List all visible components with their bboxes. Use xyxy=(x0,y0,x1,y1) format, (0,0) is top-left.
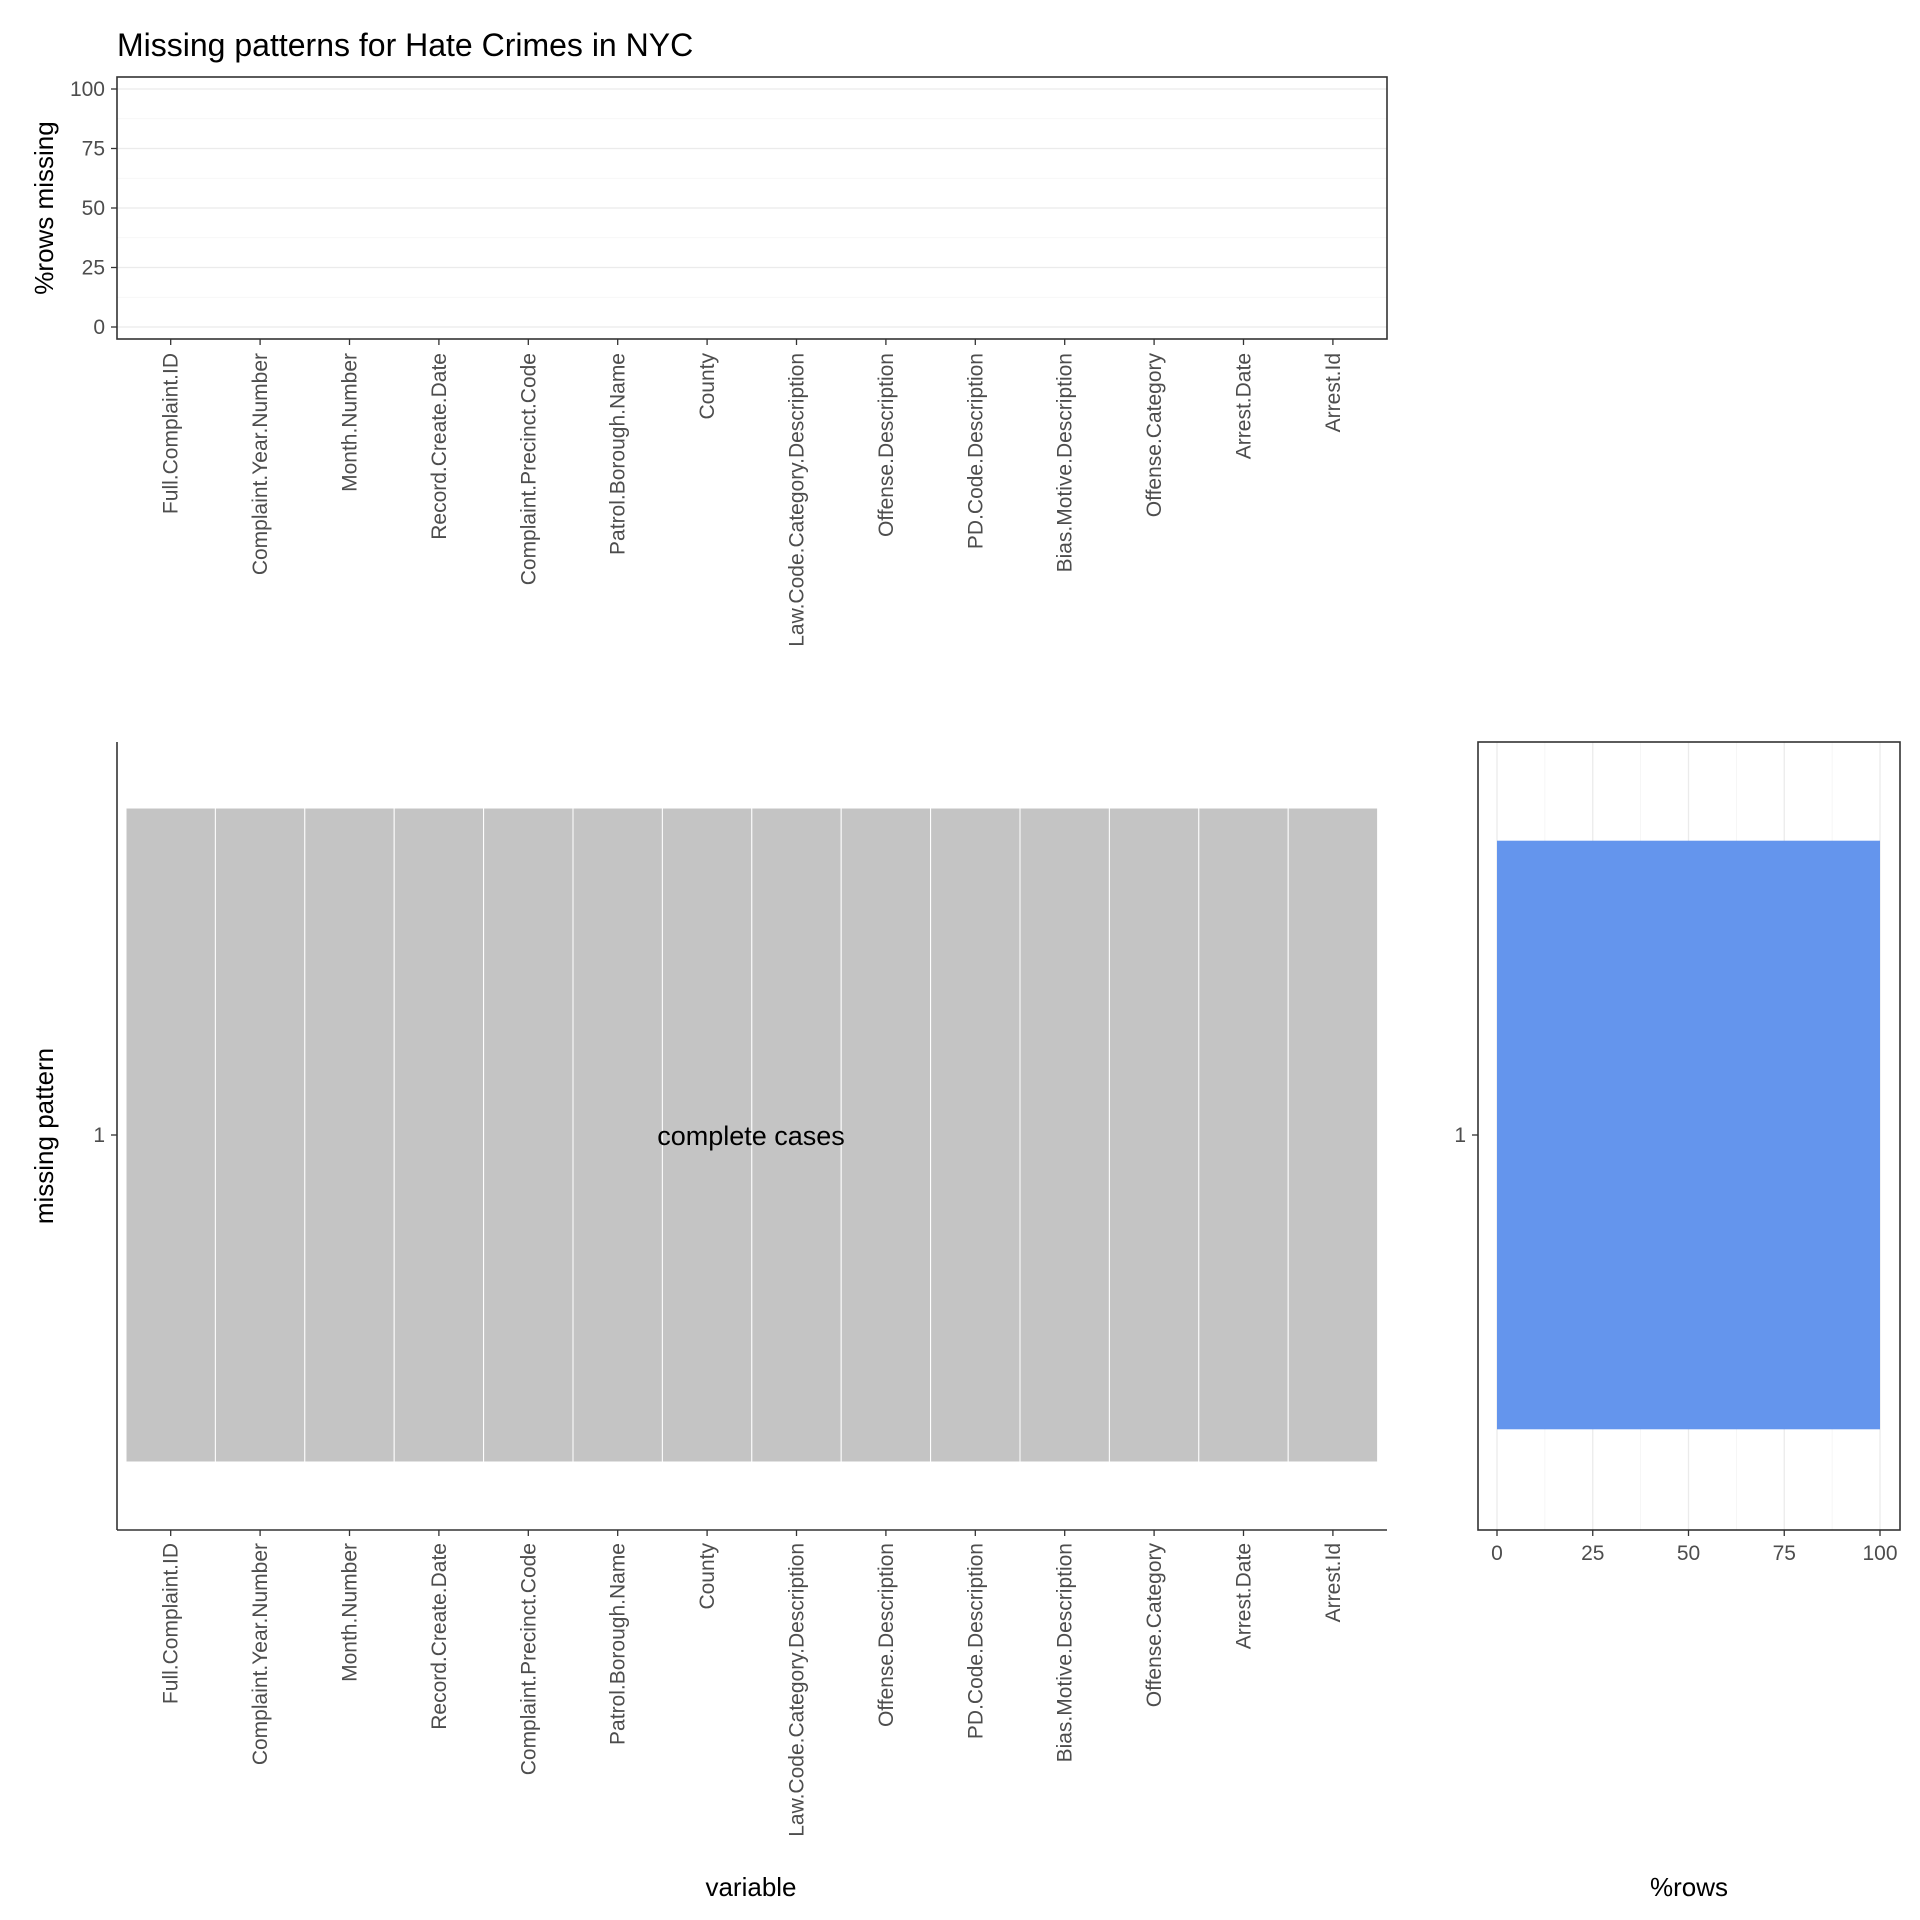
top-x-tick-label: Arrest.Id xyxy=(1322,353,1345,432)
main-x-tick-label: Patrol.Borough.Name xyxy=(607,1543,630,1745)
top-y-tick-label: 0 xyxy=(93,316,105,339)
right-x-tick-label: 0 xyxy=(1491,1542,1503,1565)
main-x-tick-label: Offense.Description xyxy=(875,1543,898,1727)
main-y-axis-title: missing pattern xyxy=(29,1048,59,1224)
top-y-ticks: 0 25 50 75 100 xyxy=(70,78,117,339)
top-y-tick-label: 75 xyxy=(82,138,105,161)
pattern-tile xyxy=(1019,807,1110,1463)
right-x-tick-label: 75 xyxy=(1773,1542,1796,1565)
chart-title: Missing patterns for Hate Crimes in NYC xyxy=(117,27,693,63)
main-x-tick-label: Full.Complaint.ID xyxy=(160,1543,183,1704)
top-y-axis-title: %rows missing xyxy=(29,121,59,294)
pattern-tile xyxy=(393,807,485,1463)
top-x-tick-label: Full.Complaint.ID xyxy=(160,353,183,514)
pattern-tile xyxy=(661,807,753,1463)
right-y-tick-label: 1 xyxy=(1454,1124,1466,1147)
top-x-tick-label: Arrest.Date xyxy=(1233,353,1256,459)
main-x-tick-label: Arrest.Id xyxy=(1322,1543,1345,1622)
pattern-tile xyxy=(751,807,842,1463)
pattern-tile xyxy=(483,807,574,1463)
top-gridlines xyxy=(117,88,1387,328)
main-x-tick-label: Complaint.Year.Number xyxy=(249,1543,272,1765)
main-y-tick-label: 1 xyxy=(93,1124,105,1147)
right-x-tick-label: 25 xyxy=(1581,1542,1604,1565)
top-x-tick-label: Complaint.Precinct.Code xyxy=(517,353,540,585)
pattern-tile xyxy=(930,807,1021,1463)
main-x-axis-title: variable xyxy=(705,1872,796,1902)
main-x-tick-label: Complaint.Precinct.Code xyxy=(517,1543,540,1775)
main-x-ticks: Full.Complaint.ID Complaint.Year.Number Mo… xyxy=(160,1530,1345,1837)
pattern-tile xyxy=(214,807,306,1463)
top-x-tick-label: Patrol.Borough.Name xyxy=(607,353,630,555)
right-x-axis-title: %rows xyxy=(1650,1872,1728,1902)
pattern-tile xyxy=(572,807,663,1463)
top-x-tick-label: County xyxy=(696,353,719,420)
main-x-tick-label: Offense.Category xyxy=(1143,1543,1166,1708)
right-x-tick-label: 100 xyxy=(1862,1542,1897,1565)
top-x-ticks: Full.Complaint.ID Complaint.Year.Number Mo… xyxy=(160,339,1345,647)
main-x-tick-label: Law.Code.Category.Description xyxy=(786,1543,809,1837)
top-x-tick-label: Bias.Motive.Description xyxy=(1054,353,1077,572)
top-x-tick-label: Month.Number xyxy=(339,353,362,492)
complete-cases-label: complete cases xyxy=(657,1121,845,1151)
right-panel: 0 25 50 75 100 1 %rows xyxy=(1454,741,1901,1902)
right-y-ticks: 1 xyxy=(1454,1124,1478,1147)
pattern-tile xyxy=(125,807,216,1463)
top-x-tick-label: Law.Code.Category.Description xyxy=(786,353,809,647)
top-y-tick-label: 50 xyxy=(82,197,105,220)
main-x-tick-label: PD.Code.Description xyxy=(964,1543,987,1739)
pattern-tile xyxy=(1198,807,1289,1463)
pattern-tile xyxy=(304,807,395,1463)
main-panel: complete cases 1 Full.Complaint.ID Compla… xyxy=(29,742,1387,1902)
pattern-tiles xyxy=(125,807,1379,1463)
main-x-tick-label: County xyxy=(696,1543,719,1610)
top-x-tick-label: Record.Create.Date xyxy=(428,353,451,540)
main-x-tick-label: Bias.Motive.Description xyxy=(1054,1543,1077,1762)
right-bar xyxy=(1497,840,1880,1430)
pattern-tile xyxy=(840,807,932,1463)
top-y-tick-label: 100 xyxy=(70,78,105,101)
right-x-tick-label: 50 xyxy=(1677,1542,1700,1565)
top-panel: 0 25 50 75 100 Full.Complaint.ID Complaint.Ye… xyxy=(29,76,1388,647)
right-bars xyxy=(1497,840,1880,1430)
top-x-tick-label: Offense.Description xyxy=(875,353,898,537)
pattern-tile xyxy=(1287,807,1379,1463)
top-x-tick-label: Offense.Category xyxy=(1143,353,1166,518)
main-y-ticks: 1 xyxy=(93,1124,117,1147)
top-y-tick-label: 25 xyxy=(82,257,105,280)
top-x-tick-label: Complaint.Year.Number xyxy=(249,353,272,575)
right-x-ticks: 0 25 50 75 100 xyxy=(1491,1530,1898,1565)
main-x-tick-label: Month.Number xyxy=(339,1543,362,1682)
main-x-tick-label: Arrest.Date xyxy=(1233,1543,1256,1649)
top-x-tick-label: PD.Code.Description xyxy=(964,353,987,549)
pattern-tile xyxy=(1108,807,1200,1463)
main-x-tick-label: Record.Create.Date xyxy=(428,1543,451,1730)
